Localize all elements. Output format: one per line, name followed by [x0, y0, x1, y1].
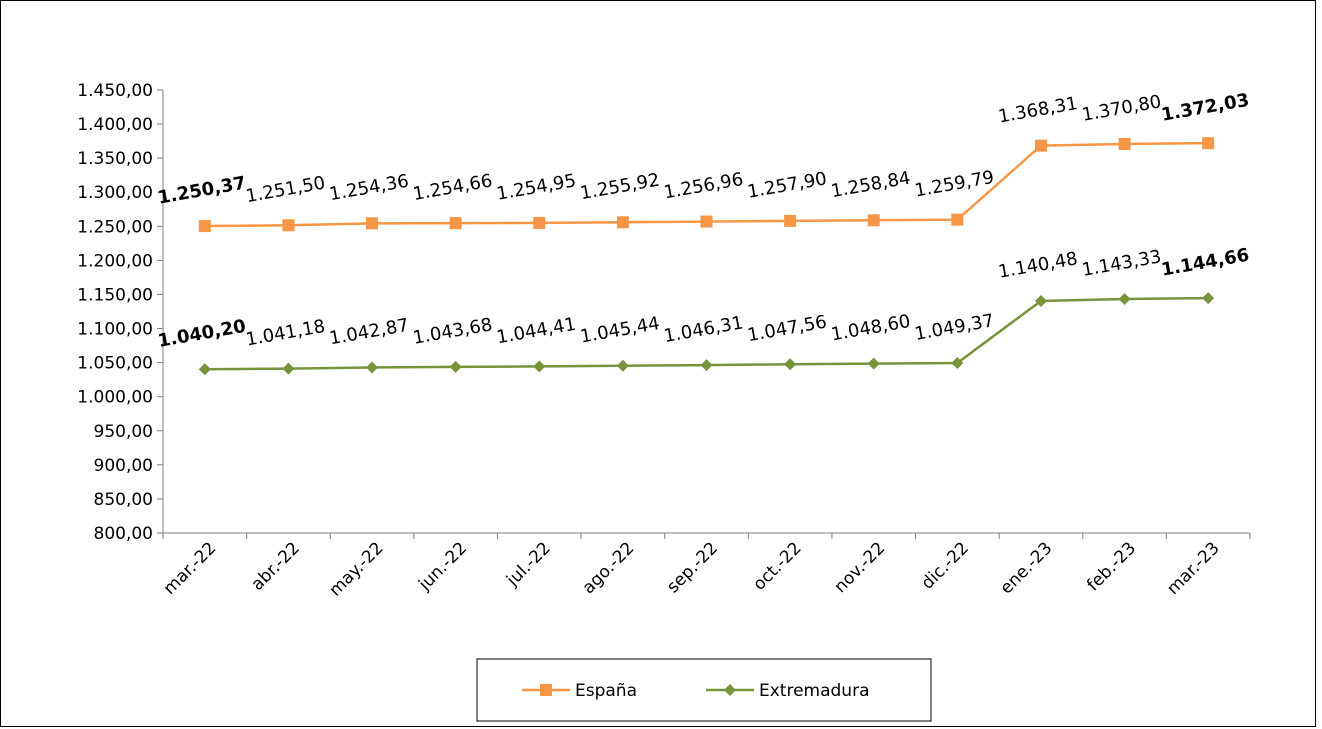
x-tick-label: feb.-23 — [1083, 538, 1140, 595]
data-point — [1034, 139, 1047, 152]
data-label: 1.254,95 — [495, 170, 578, 205]
data-label: 1.368,31 — [997, 93, 1080, 128]
data-label: 1.045,44 — [579, 313, 662, 348]
x-tick-label: mar.-22 — [160, 538, 221, 599]
y-axis-ticks: 800,00 850,00 900,00 950,00 1.000,00 1.050,00… — [77, 81, 163, 544]
y-tick-label: 1.250,00 — [77, 217, 153, 237]
y-tick-label: 900,00 — [94, 456, 153, 476]
y-tick-label: 1.200,00 — [77, 251, 153, 271]
x-tick-label: mar.-23 — [1163, 538, 1224, 599]
data-label: 1.042,87 — [328, 315, 411, 350]
legend-marker — [724, 684, 736, 696]
data-label: 1.372,03 — [1160, 90, 1251, 126]
data-label: 1.043,68 — [411, 314, 494, 349]
y-tick-label: 1.400,00 — [77, 115, 153, 135]
data-point — [198, 363, 211, 376]
data-point — [449, 360, 462, 373]
data-point — [366, 217, 379, 230]
data-point — [533, 360, 546, 373]
y-tick-label: 1.000,00 — [77, 388, 153, 408]
legend-label: Extremadura — [759, 681, 870, 701]
data-label: 1.250,37 — [156, 173, 247, 209]
data-point — [700, 215, 713, 228]
series-layer — [198, 137, 1215, 376]
data-point — [533, 216, 546, 229]
data-point — [449, 217, 462, 230]
y-tick-label: 950,00 — [94, 422, 153, 442]
y-tick-label: 1.100,00 — [77, 320, 153, 340]
x-tick-label: ene.-23 — [996, 538, 1056, 598]
data-label: 1.044,41 — [495, 314, 578, 349]
legend-marker — [540, 684, 552, 696]
x-tick-label: dic.-22 — [918, 538, 973, 593]
data-point — [951, 213, 964, 226]
x-tick-label: abr.-22 — [248, 538, 304, 594]
data-point — [700, 359, 713, 372]
y-tick-label: 1.050,00 — [77, 354, 153, 374]
data-label: 1.047,56 — [746, 312, 829, 347]
data-point — [282, 362, 295, 375]
data-label: 1.040,20 — [156, 316, 247, 352]
data-point — [867, 357, 880, 370]
x-tick-label: oct.-22 — [749, 538, 805, 594]
x-tick-label: nov.-22 — [831, 538, 890, 597]
data-label: 1.140,48 — [997, 248, 1080, 283]
data-point — [282, 219, 295, 232]
legend-item-0: España — [522, 681, 637, 701]
x-tick-label: ago.-22 — [579, 538, 639, 598]
data-point — [951, 357, 964, 370]
data-label: 1.143,33 — [1080, 246, 1163, 281]
x-tick-label: jun.-22 — [414, 538, 471, 595]
data-label: 1.049,37 — [913, 310, 996, 345]
data-label: 1.041,18 — [244, 316, 327, 351]
data-label: 1.256,96 — [662, 169, 745, 204]
data-label: 1.046,31 — [662, 312, 745, 347]
x-tick-label: jul.-22 — [502, 538, 555, 591]
x-tick-label: sep.-22 — [663, 538, 722, 597]
y-tick-label: 1.150,00 — [77, 285, 153, 305]
data-point — [784, 358, 797, 371]
data-point — [784, 214, 797, 227]
data-point — [1202, 292, 1215, 305]
y-tick-label: 850,00 — [94, 490, 153, 510]
data-point — [366, 361, 379, 374]
data-label: 1.255,92 — [579, 170, 662, 205]
data-label: 1.048,60 — [829, 311, 912, 346]
x-tick-label: may.-22 — [325, 538, 387, 600]
axes — [162, 90, 1250, 534]
data-label: 1.370,80 — [1080, 91, 1163, 126]
legend-label: España — [575, 681, 637, 701]
data-point — [616, 359, 629, 372]
y-tick-label: 1.350,00 — [77, 149, 153, 169]
series-0 — [198, 137, 1215, 233]
data-label: 1.251,50 — [244, 173, 327, 208]
data-point — [1202, 137, 1215, 150]
data-point — [1118, 293, 1131, 306]
data-label: 1.258,84 — [829, 168, 912, 203]
legend-item-1: Extremadura — [706, 681, 870, 701]
y-tick-label: 800,00 — [94, 524, 153, 544]
series-1 — [198, 292, 1215, 376]
data-point — [1034, 294, 1047, 307]
y-tick-label: 1.300,00 — [77, 183, 153, 203]
legend: España Extremadura — [476, 658, 932, 722]
data-label: 1.254,36 — [328, 171, 411, 206]
data-point — [1118, 137, 1131, 150]
data-point — [867, 214, 880, 227]
data-label: 1.257,90 — [746, 168, 829, 203]
x-axis-ticks: mar.-22 abr.-22 may.-22 jun.-22 jul.-22 ago.-… — [160, 533, 1251, 600]
data-point — [198, 220, 211, 233]
data-point — [616, 216, 629, 229]
data-label: 1.254,66 — [411, 170, 494, 205]
data-label: 1.144,66 — [1160, 245, 1251, 281]
y-tick-label: 1.450,00 — [77, 81, 153, 101]
